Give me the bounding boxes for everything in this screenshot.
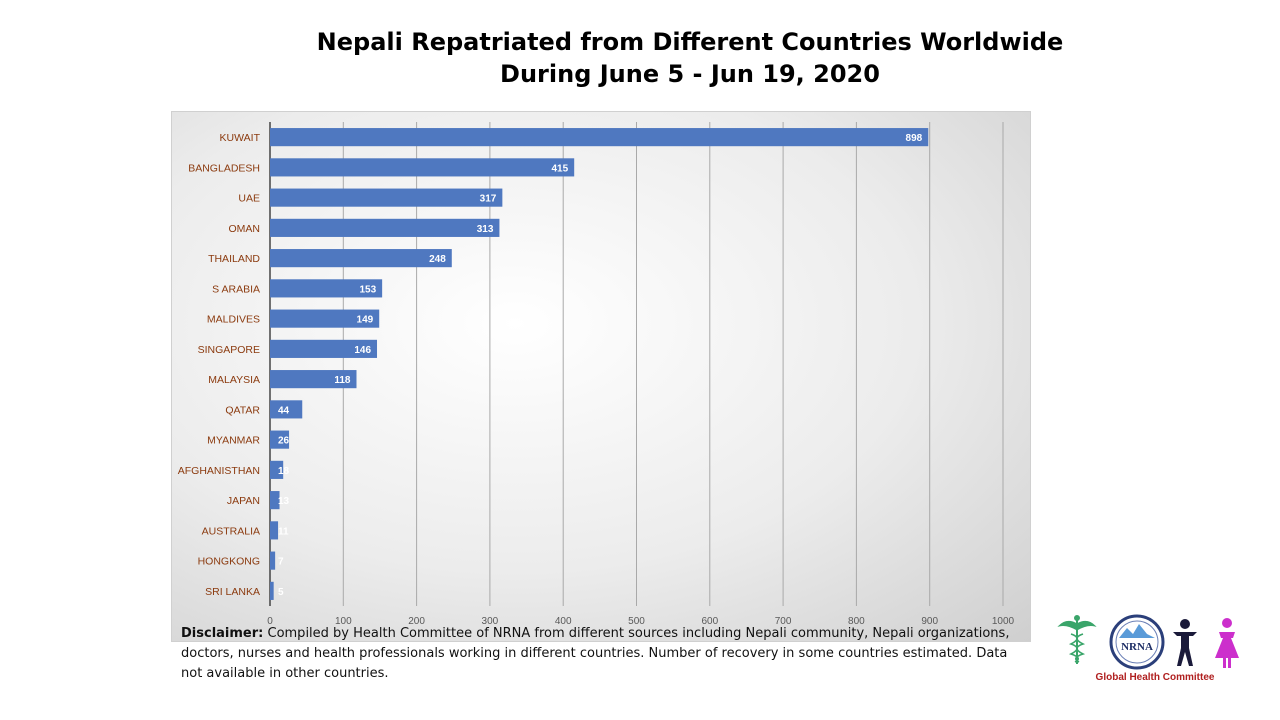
x-tick-label: 500: [628, 616, 645, 627]
bar: [270, 581, 274, 600]
data-label: 26: [278, 436, 290, 447]
x-tick-label: 800: [848, 616, 865, 627]
bar: [270, 249, 452, 268]
data-label: 898: [906, 133, 923, 144]
category-label: THAILAND: [208, 253, 260, 265]
bar: [270, 521, 279, 540]
disclaimer: Disclaimer: Compiled by Health Committee…: [181, 624, 1011, 684]
nrna-emblem-icon: NRNA: [1109, 614, 1165, 670]
bar: [270, 430, 290, 449]
bar: [270, 491, 280, 510]
bar: [270, 188, 503, 207]
category-label: UAE: [238, 193, 260, 205]
category-label: BANGLADESH: [188, 162, 260, 174]
category-label: AUSTRALIA: [202, 525, 260, 537]
male-figure-icon: [1173, 619, 1197, 666]
category-label: HONGKONG: [198, 556, 260, 568]
category-label: KUWAIT: [220, 132, 261, 144]
disclaimer-label: Disclaimer:: [181, 626, 264, 641]
disclaimer-text: Compiled by Health Committee of NRNA fro…: [181, 626, 1010, 681]
x-tick-label: 400: [555, 616, 572, 627]
category-label: SINGAPORE: [198, 344, 260, 356]
female-figure-icon: [1215, 618, 1239, 668]
chart-title: Nepali Repatriated from Different Countr…: [220, 26, 1160, 90]
x-tick-label: 100: [335, 616, 352, 627]
bar: [270, 128, 929, 147]
bar: [270, 309, 380, 328]
category-label: MYANMAR: [207, 435, 260, 447]
bar: [270, 370, 357, 389]
category-label: OMAN: [229, 223, 261, 235]
bar: [270, 460, 284, 479]
category-label: AFGHANISTHAN: [178, 465, 260, 477]
x-tick-label: 200: [408, 616, 425, 627]
data-label: 11: [278, 526, 289, 537]
data-label: 313: [477, 224, 494, 235]
caduceus-icon: [1057, 615, 1097, 664]
x-tick-label: 900: [921, 616, 938, 627]
data-label: 153: [359, 284, 376, 295]
data-label: 44: [278, 405, 290, 416]
logo-icons: NRNA: [1057, 614, 1239, 670]
bar: [270, 339, 378, 358]
chart-title-line-2: During June 5 - Jun 19, 2020: [500, 60, 880, 88]
x-tick-label: 0: [267, 616, 273, 627]
data-label: 415: [552, 163, 569, 174]
category-label: QATAR: [225, 404, 260, 416]
data-label: 248: [429, 254, 446, 265]
logo-group: NRNA: [1055, 612, 1245, 692]
nrna-acronym: NRNA: [1121, 641, 1153, 653]
data-label: 13: [278, 496, 290, 507]
data-label: 118: [334, 375, 351, 386]
bar: [270, 400, 303, 419]
bar: [270, 551, 276, 570]
bar-chart: 0 100 200 300 400 500 600 700 800 900 1000 KUWAIT 89…: [178, 122, 1015, 627]
data-label: 146: [354, 345, 371, 356]
x-tick-label: 1000: [992, 616, 1015, 627]
category-label: MALAYSIA: [208, 374, 260, 386]
category-label: SRI LANKA: [205, 586, 260, 598]
bar: [270, 218, 500, 237]
bar: [270, 158, 575, 177]
x-tick-label: 700: [775, 616, 792, 627]
x-tick-label: 600: [701, 616, 718, 627]
data-label: 18: [278, 466, 290, 477]
chart-area: 0 100 200 300 400 500 600 700 800 900 1000 KUWAIT 89…: [171, 111, 1031, 642]
category-label: S ARABIA: [212, 283, 260, 295]
chart-title-line-1: Nepali Repatriated from Different Countr…: [316, 28, 1064, 56]
logo-caption: Global Health Committee: [1095, 672, 1215, 683]
data-label: 5: [278, 587, 284, 598]
category-label: JAPAN: [227, 495, 260, 507]
data-label: 7: [278, 557, 284, 568]
data-label: 317: [480, 194, 497, 205]
category-label: MALDIVES: [207, 314, 260, 326]
data-label: 149: [357, 315, 374, 326]
x-tick-label: 300: [482, 616, 499, 627]
bar: [270, 279, 383, 298]
